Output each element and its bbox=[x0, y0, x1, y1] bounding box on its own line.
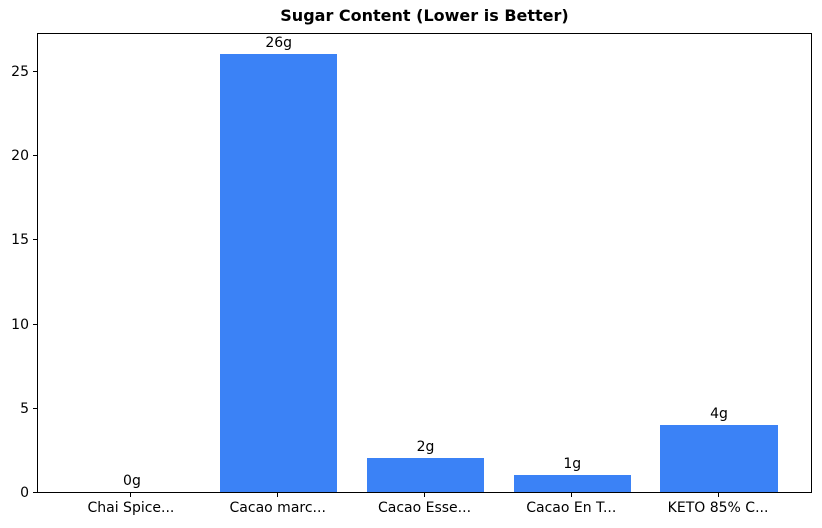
y-tick-label: 10 bbox=[11, 316, 29, 333]
x-tick-mark bbox=[130, 493, 132, 497]
bar bbox=[220, 53, 338, 492]
x-tick-mark bbox=[717, 493, 719, 497]
bar-value-label: 26g bbox=[265, 34, 293, 51]
y-tick-label: 20 bbox=[11, 148, 29, 164]
y-tick-label: 5 bbox=[20, 400, 29, 417]
y-tick-mark bbox=[33, 407, 37, 409]
y-tick-mark bbox=[33, 70, 37, 72]
bar bbox=[366, 458, 485, 492]
x-tick-label: Chai Spice... bbox=[87, 500, 175, 516]
y-tick-mark bbox=[33, 239, 37, 241]
x-tick-label: Cacao Esse... bbox=[377, 500, 472, 516]
chart-title: Sugar Content (Lower is Better) bbox=[280, 6, 569, 25]
y-tick-label: 0 bbox=[20, 485, 29, 501]
y-tick-label: 15 bbox=[11, 232, 29, 249]
x-tick-mark bbox=[277, 493, 279, 497]
bar-value-label: 1g bbox=[563, 456, 582, 473]
x-tick-label: Cacao marc... bbox=[229, 500, 326, 516]
y-tick-mark bbox=[33, 155, 37, 156]
bar-value-label: 4g bbox=[710, 405, 728, 422]
bar-value-label: 0g bbox=[123, 473, 141, 489]
plot-area: 0g 26g 2g 1g 4g bbox=[37, 33, 812, 493]
x-tick-label: KETO 85% C... bbox=[667, 500, 769, 516]
bar bbox=[513, 475, 631, 492]
bar-value-label: 2g bbox=[416, 439, 435, 456]
x-tick-mark bbox=[570, 493, 572, 497]
bar bbox=[660, 424, 778, 492]
y-tick-label: 25 bbox=[11, 63, 29, 80]
y-tick-mark bbox=[33, 323, 37, 325]
x-tick-mark bbox=[424, 493, 425, 497]
x-tick-label: Cacao En T... bbox=[526, 500, 617, 516]
y-tick-mark bbox=[33, 492, 37, 493]
